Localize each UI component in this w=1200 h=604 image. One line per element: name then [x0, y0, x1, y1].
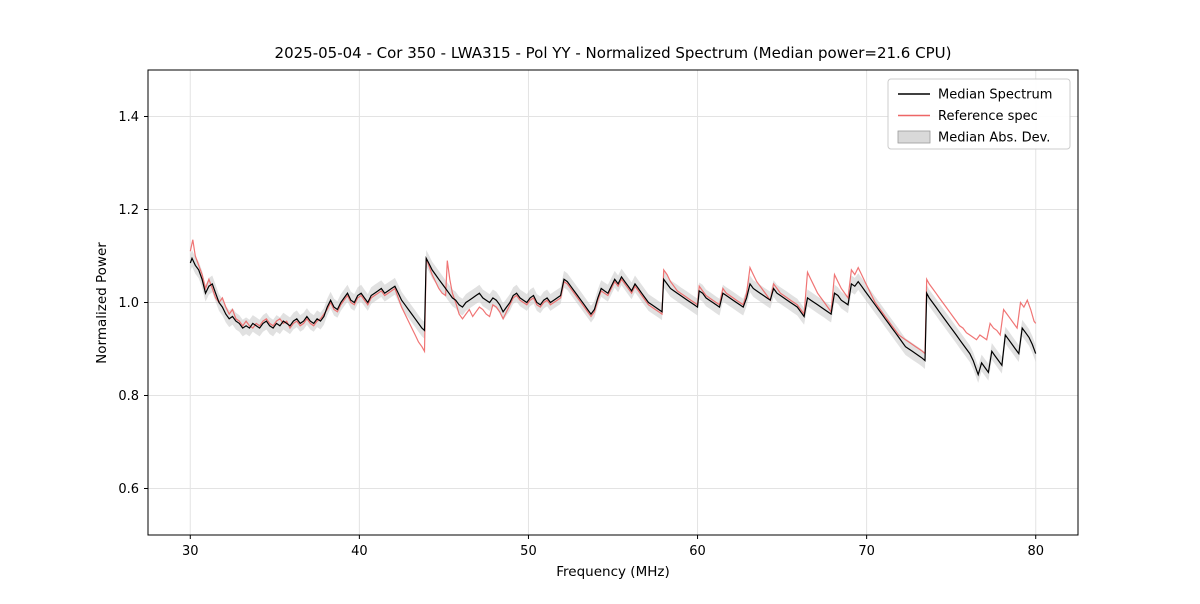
plot-area: 30 40 50 60 70 80 0.6 0.8 1.0 1.2 1.4 Median Spectr…: [118, 69, 1079, 559]
y-tick-label: 0.6: [118, 482, 139, 497]
y-tick-label: 0.8: [118, 389, 139, 404]
legend-box: [887, 78, 1071, 150]
legend-entry-label: Median Spectrum: [938, 88, 1052, 103]
x-tick-label: 70: [858, 544, 875, 559]
x-tick-label: 80: [1027, 544, 1044, 559]
y-axis-label: Normalized Power: [94, 242, 110, 364]
x-axis: 30 40 50 60 70 80: [182, 535, 1044, 559]
y-axis: 0.6 0.8 1.0 1.2 1.4: [118, 110, 148, 497]
y-tick-label: 1.0: [118, 296, 139, 311]
x-axis-label: Frequency (MHz): [556, 564, 669, 580]
mad-band: [190, 250, 1036, 383]
x-tick-label: 60: [689, 544, 706, 559]
legend: Median Spectrum Reference spec Median Abs.…: [887, 78, 1071, 150]
y-tick-label: 1.4: [118, 110, 139, 125]
chart-title: 2025-05-04 - Cor 350 - LWA315 - Pol YY -…: [275, 44, 952, 62]
legend-entry-label: Reference spec: [938, 109, 1038, 124]
x-tick-label: 40: [351, 544, 368, 559]
x-tick-label: 30: [182, 544, 199, 559]
legend-entry-label: Median Abs. Dev.: [938, 131, 1050, 146]
legend-patch-sample: [897, 130, 931, 144]
reference-line: [189, 239, 1037, 355]
y-tick-label: 1.2: [118, 203, 139, 218]
x-tick-label: 50: [520, 544, 537, 559]
median-line: [189, 255, 1037, 377]
